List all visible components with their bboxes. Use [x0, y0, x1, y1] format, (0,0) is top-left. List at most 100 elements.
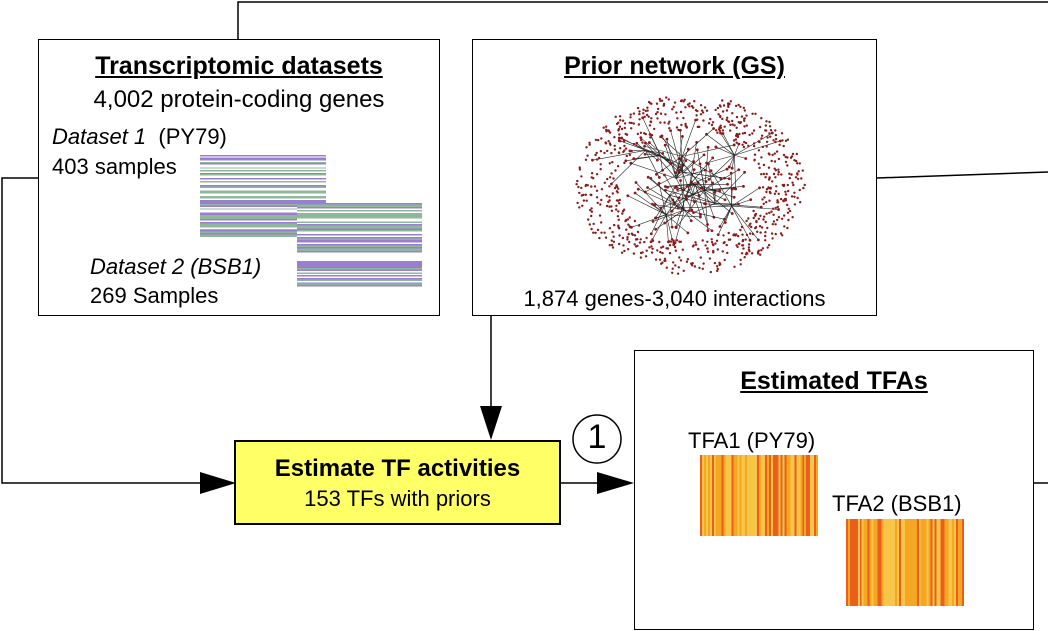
network-edge [676, 186, 716, 204]
network-edge [671, 183, 696, 212]
network-edge [708, 155, 735, 180]
network-node [739, 228, 742, 232]
network-node [646, 109, 649, 112]
network-node [761, 247, 765, 250]
network-node [608, 176, 612, 179]
prior-network-stats: 1,874 genes-3,040 interactions [523, 286, 826, 311]
network-node [767, 178, 771, 181]
network-node [699, 256, 702, 259]
network-node [764, 220, 767, 224]
network-node [760, 249, 763, 252]
network-node [626, 194, 630, 198]
network-node [740, 225, 744, 229]
network-node [608, 205, 611, 208]
network-node [619, 147, 622, 150]
estimate-subtitle: 153 TFs with priors [304, 486, 491, 511]
network-node [606, 149, 609, 153]
network-node [608, 227, 612, 230]
network-edge [649, 134, 661, 156]
left-input-arrow [200, 472, 236, 494]
network-node [705, 109, 709, 112]
network-node [604, 142, 608, 145]
network-node [610, 243, 614, 247]
network-node [608, 162, 611, 165]
network-node [589, 209, 592, 212]
network-node [738, 242, 741, 245]
network-node [765, 201, 768, 204]
network-node [712, 127, 715, 130]
network-node [619, 119, 622, 122]
network-node [632, 142, 636, 146]
network-node [634, 245, 638, 248]
network-node [707, 122, 711, 125]
network-node [767, 243, 771, 247]
network-node [668, 120, 671, 123]
transcriptomic-genes: 4,002 protein-coding genes [93, 86, 385, 113]
network-node [801, 169, 804, 172]
network-edge [731, 187, 760, 207]
network-node [591, 158, 594, 162]
network-node [671, 108, 674, 111]
network-node [781, 183, 784, 187]
network-node [600, 198, 603, 202]
network-node [768, 190, 772, 194]
network-node [731, 123, 734, 126]
network-node [673, 186, 677, 190]
network-node [721, 99, 724, 102]
network-node [625, 218, 628, 222]
network-edge [682, 156, 722, 180]
network-node [771, 207, 775, 210]
network-node [725, 243, 728, 247]
network-node [743, 109, 746, 112]
network-node [758, 166, 761, 170]
network-node [596, 201, 599, 205]
network-node [610, 209, 614, 212]
network-node [743, 119, 746, 122]
network-node [736, 234, 740, 238]
network-edge [706, 134, 735, 156]
network-node [799, 201, 802, 204]
network-node [614, 115, 617, 118]
network-node [728, 238, 732, 241]
network-node [756, 238, 760, 242]
network-node [764, 129, 767, 132]
network-edge [676, 178, 693, 211]
network-node [760, 137, 763, 140]
network-node [632, 112, 636, 115]
network-node [648, 246, 651, 249]
network-edge [636, 143, 646, 151]
network-node [702, 262, 705, 265]
network-edge [684, 209, 713, 232]
network-node [674, 226, 678, 229]
network-node [670, 225, 674, 229]
network-node [756, 230, 759, 233]
network-node [692, 211, 695, 214]
network-edge [631, 214, 667, 228]
network-node [782, 153, 786, 157]
network-node [765, 120, 768, 123]
network-node [628, 216, 631, 219]
network-node [632, 122, 635, 125]
network-node [742, 106, 745, 110]
dataset1-label: Dataset 1 (PY79) [52, 124, 227, 150]
network-node [699, 113, 703, 116]
network-node [659, 250, 662, 254]
network-node [738, 132, 741, 136]
network-node [597, 156, 601, 160]
network-node [647, 115, 650, 118]
network-node [798, 188, 801, 192]
step-circle [572, 414, 622, 464]
network-edge [655, 204, 685, 211]
network-node [793, 195, 796, 198]
network-node [650, 245, 653, 248]
network-node [713, 190, 717, 194]
network-node [650, 133, 654, 137]
network-node [608, 195, 611, 199]
network-node [772, 220, 776, 223]
network-node [737, 142, 741, 146]
network-node [644, 109, 647, 113]
network-node [752, 209, 755, 213]
network-node [585, 146, 588, 149]
network-node [648, 132, 652, 136]
network-edge [722, 133, 735, 156]
